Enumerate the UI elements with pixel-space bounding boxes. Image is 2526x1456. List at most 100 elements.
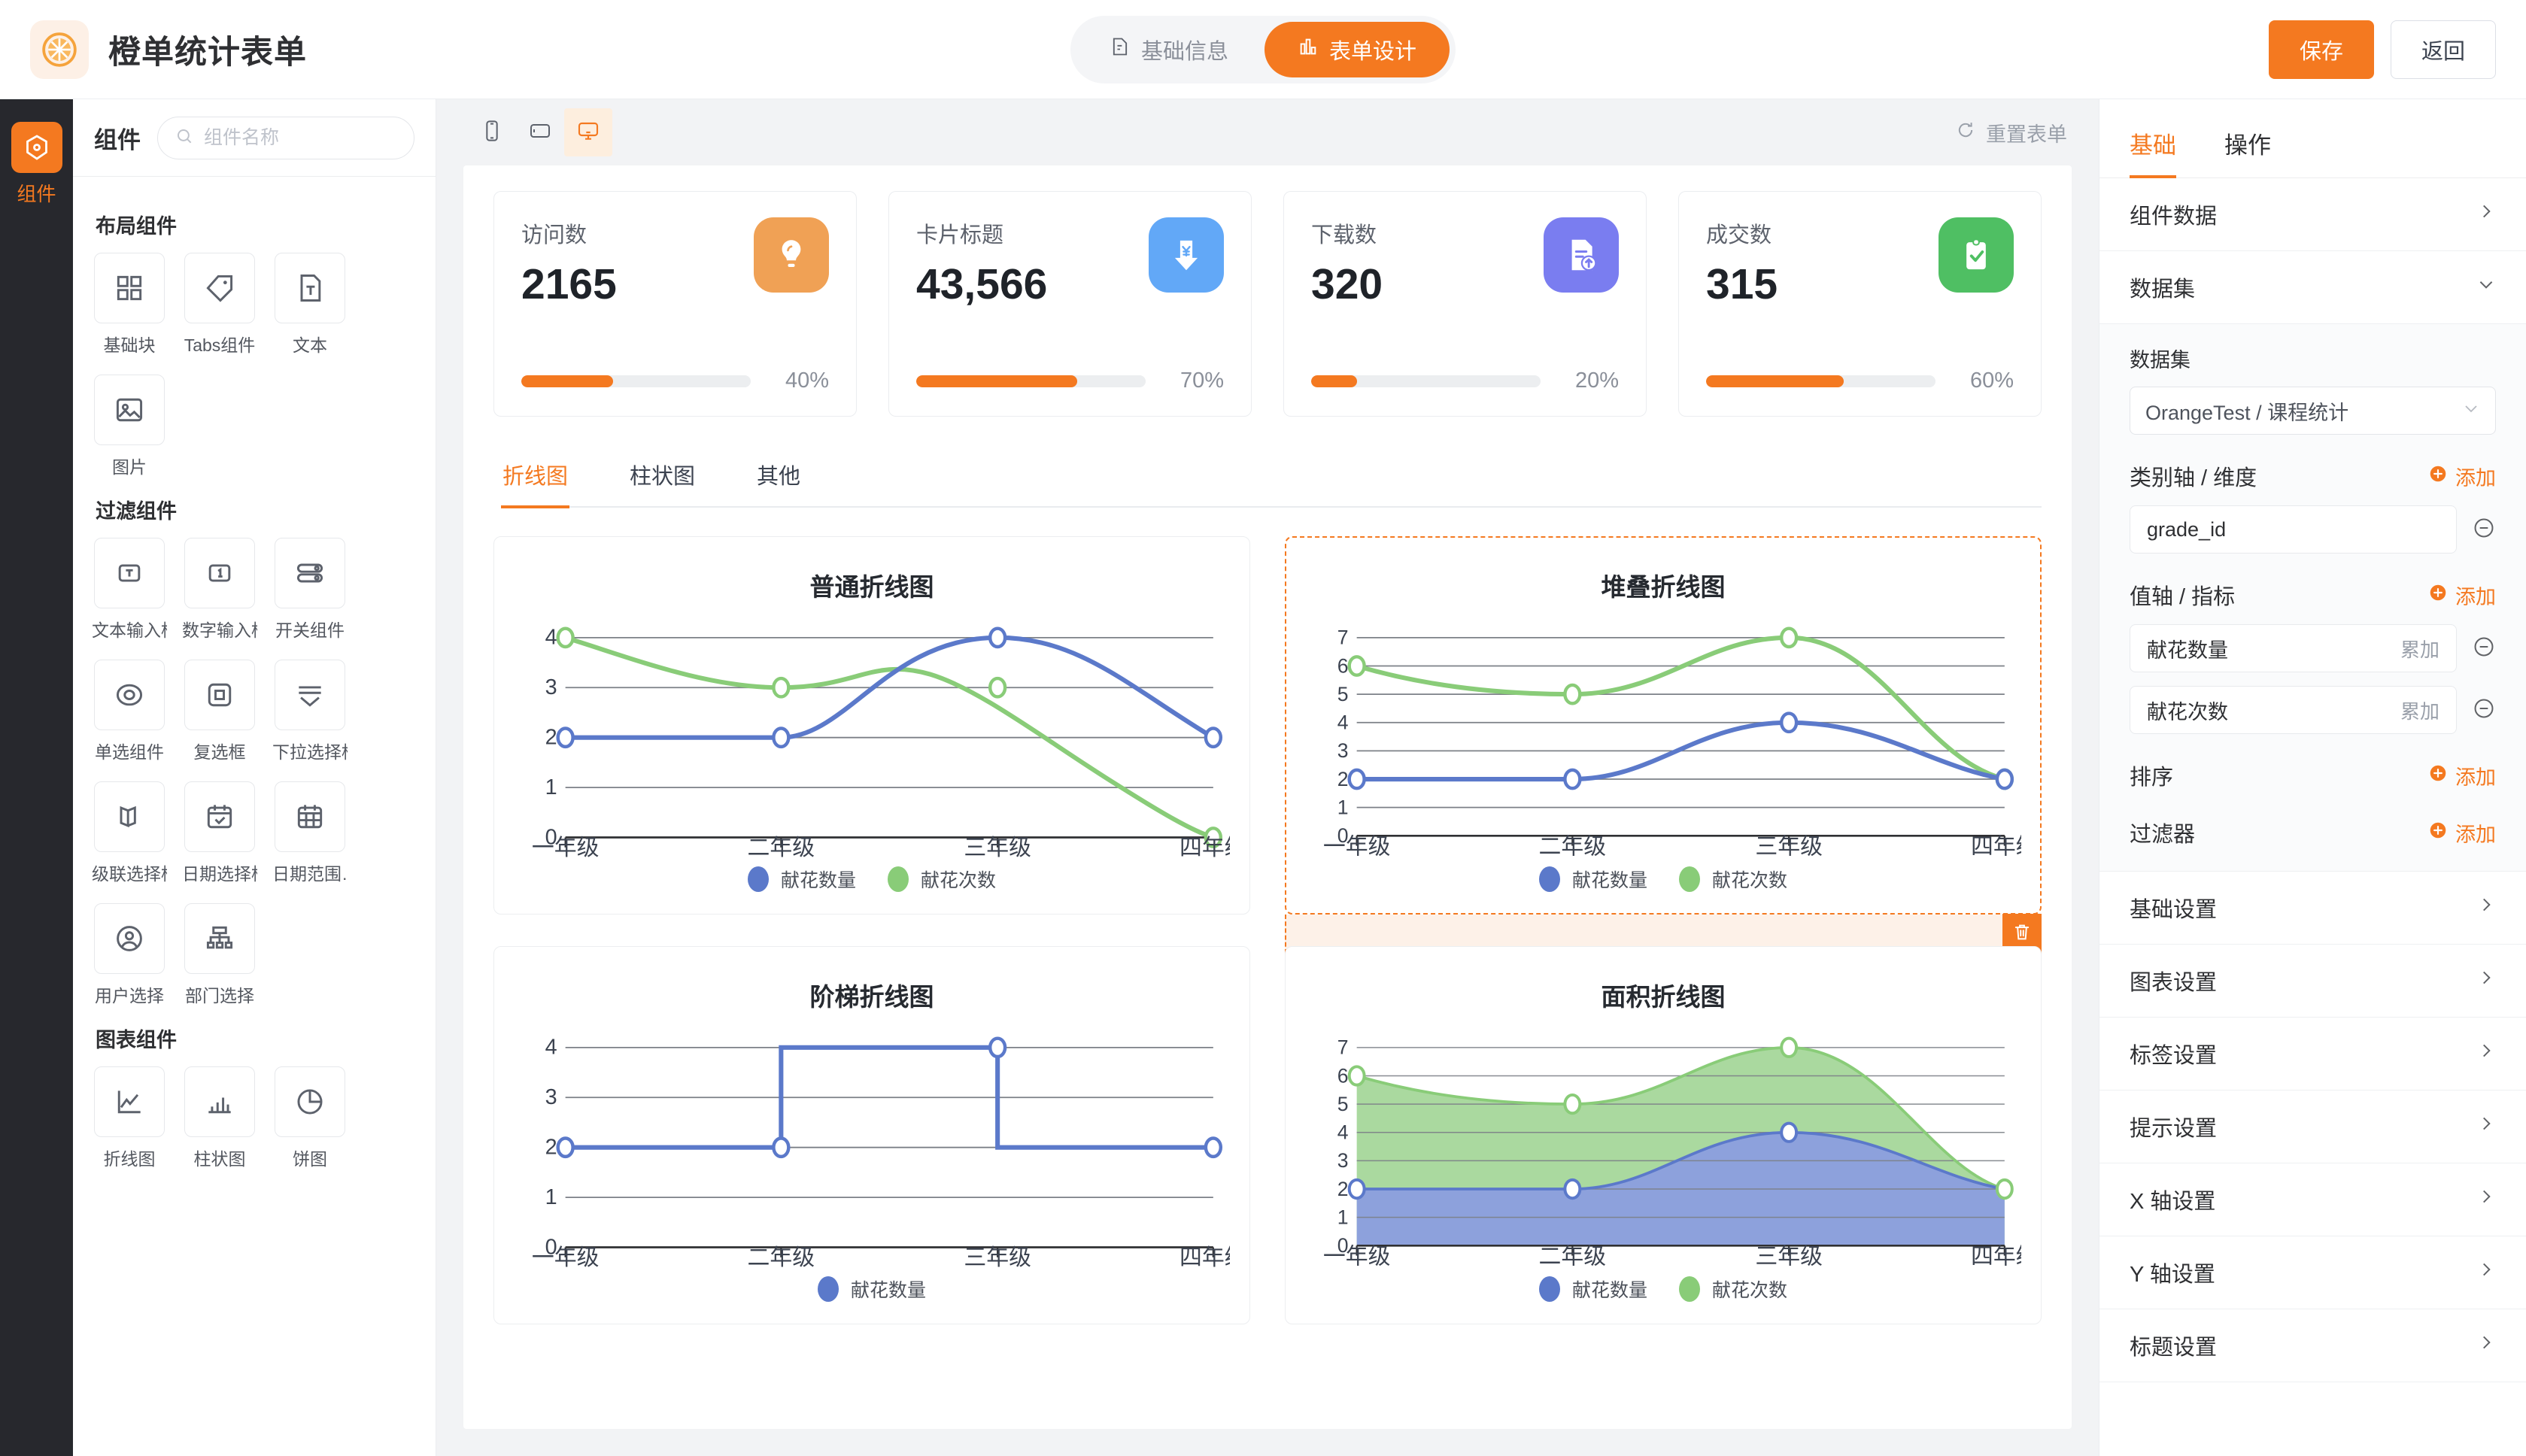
legend-item[interactable]: 献花次数 bbox=[1679, 1276, 1787, 1303]
progress-fill bbox=[1311, 375, 1357, 387]
legend-item[interactable]: 献花次数 bbox=[1679, 866, 1787, 893]
svg-text:二年级: 二年级 bbox=[748, 1245, 815, 1267]
device-mobile-button[interactable] bbox=[468, 108, 516, 156]
component-bar-chart[interactable]: 柱状图 bbox=[184, 1066, 255, 1170]
stat-card[interactable]: 下载数 320 20% bbox=[1283, 191, 1647, 417]
component-user-select[interactable]: 用户选择 bbox=[94, 903, 165, 1007]
properties-panel: 基础 操作 组件数据 数据集 数据集 OrangeTest / 课程统计 bbox=[2099, 99, 2526, 1456]
save-button[interactable]: 保存 bbox=[2268, 20, 2374, 79]
tab-basic[interactable]: 基础 bbox=[2130, 126, 2176, 178]
component-cascader[interactable]: 级联选择框 bbox=[92, 781, 167, 885]
tab-actions[interactable]: 操作 bbox=[2224, 132, 2271, 159]
add-label: 添加 bbox=[2455, 585, 2496, 608]
svg-text:3: 3 bbox=[1337, 739, 1349, 762]
chart-card-stacked-line[interactable]: 堆叠折线图 7 6 5 4 3 2 1 0 bbox=[1285, 536, 2042, 954]
top-bar: 橙单统计表单 基础信息 表单设计 保存 返回 bbox=[0, 0, 2526, 99]
add-filter-button[interactable]: 添加 bbox=[2428, 818, 2496, 848]
remove-field-button[interactable] bbox=[2472, 696, 2496, 724]
tab-bar-chart[interactable]: 柱状图 bbox=[630, 465, 696, 489]
progress-percent: 40% bbox=[785, 369, 829, 393]
legend-item[interactable]: 献花数量 bbox=[1538, 1276, 1647, 1303]
component-label: 折线图 bbox=[103, 1149, 156, 1169]
tab-basic-info[interactable]: 基础信息 bbox=[1076, 22, 1261, 77]
switch-icon bbox=[275, 538, 345, 608]
row-label: 标题设置 bbox=[2130, 1336, 2218, 1360]
component-date-range[interactable]: 日期范围… bbox=[272, 781, 348, 885]
row-dataset-header[interactable]: 数据集 bbox=[2099, 251, 2526, 324]
component-text[interactable]: 文本 bbox=[275, 253, 345, 356]
component-date-picker[interactable]: 日期选择框 bbox=[182, 781, 257, 885]
tag-icon bbox=[184, 253, 255, 323]
palette-title: 组件 bbox=[94, 126, 141, 153]
row-component-data[interactable]: 组件数据 bbox=[2099, 178, 2526, 251]
legend-item[interactable]: 献花次数 bbox=[888, 866, 996, 893]
device-tablet-button[interactable] bbox=[516, 108, 564, 156]
rail-item-components[interactable]: 组件 bbox=[11, 122, 62, 207]
component-text-input[interactable]: 文本输入框 bbox=[92, 538, 167, 642]
row-chart-settings[interactable]: 图表设置 bbox=[2099, 945, 2526, 1018]
stat-card-title: 卡片标题 bbox=[916, 223, 1004, 247]
bar-chart-icon bbox=[1298, 36, 1319, 63]
component-basic-block[interactable]: 基础块 bbox=[94, 253, 165, 356]
remove-field-button[interactable] bbox=[2472, 516, 2496, 544]
row-basic-settings[interactable]: 基础设置 bbox=[2099, 872, 2526, 945]
reset-form-button[interactable]: 重置表单 bbox=[1955, 118, 2067, 147]
form-canvas[interactable]: 访问数 2165 40% bbox=[463, 165, 2072, 1429]
field-aggregation: 累加 bbox=[2400, 638, 2439, 661]
tab-line-chart[interactable]: 折线图 bbox=[501, 445, 570, 508]
row-label: 数据集 bbox=[2130, 278, 2196, 302]
stat-card[interactable]: 卡片标题 43,566 70% bbox=[888, 191, 1252, 417]
row-y-axis-settings[interactable]: Y 轴设置 bbox=[2099, 1236, 2526, 1309]
dataset-select[interactable]: OrangeTest / 课程统计 bbox=[2130, 387, 2496, 435]
component-switch[interactable]: 开关组件 bbox=[275, 538, 345, 642]
row-x-axis-settings[interactable]: X 轴设置 bbox=[2099, 1163, 2526, 1236]
component-tabs[interactable]: Tabs组件 bbox=[184, 253, 255, 356]
add-sort-button[interactable]: 添加 bbox=[2428, 761, 2496, 790]
device-desktop-button[interactable] bbox=[564, 108, 612, 156]
desktop-icon bbox=[576, 119, 600, 147]
tab-form-design[interactable]: 表单设计 bbox=[1265, 21, 1450, 77]
component-number-input[interactable]: 数字输入框 bbox=[182, 538, 257, 642]
component-radio[interactable]: 单选组件 bbox=[94, 660, 165, 763]
orange-slice-icon bbox=[30, 20, 89, 79]
chart-card-area[interactable]: 面积折线图 7 6 5 4 3 2 1 0 bbox=[1285, 946, 2042, 1325]
chart-card-step-line[interactable]: 阶梯折线图 4 3 2 1 0 bbox=[493, 946, 1250, 1325]
dataset-select-value: OrangeTest / 课程统计 bbox=[2145, 401, 2349, 424]
chart-tab-bar: 折线图 柱状图 其他 bbox=[501, 445, 2042, 508]
component-pie-chart[interactable]: 饼图 bbox=[275, 1066, 345, 1170]
row-label: X 轴设置 bbox=[2130, 1190, 2216, 1214]
category-axis-field[interactable]: grade_id bbox=[2130, 505, 2457, 554]
remove-field-button[interactable] bbox=[2472, 635, 2496, 663]
value-axis-field[interactable]: 献花次数 累加 bbox=[2130, 686, 2457, 734]
component-image[interactable]: 图片 bbox=[94, 375, 165, 478]
legend-item[interactable]: 献花数量 bbox=[747, 866, 856, 893]
chart-legend: 献花数量 献花次数 bbox=[514, 866, 1230, 900]
value-axis-field[interactable]: 献花数量 累加 bbox=[2130, 624, 2457, 672]
stat-card[interactable]: 访问数 2165 40% bbox=[493, 191, 857, 417]
component-label: 级联选择框 bbox=[92, 864, 167, 884]
component-line-chart[interactable]: 折线图 bbox=[94, 1066, 165, 1170]
search-input[interactable] bbox=[204, 126, 397, 149]
back-button[interactable]: 返回 bbox=[2390, 20, 2496, 79]
add-value-axis-button[interactable]: 添加 bbox=[2428, 581, 2496, 610]
chart-plot-line: 4 3 2 1 0 bbox=[532, 626, 1247, 860]
tab-other[interactable]: 其他 bbox=[757, 465, 801, 489]
component-dept-select[interactable]: 部门选择 bbox=[184, 903, 255, 1007]
chart-legend: 献花数量 bbox=[514, 1276, 1230, 1310]
legend-item[interactable]: 献花数量 bbox=[1538, 866, 1647, 893]
legend-item[interactable]: 献花数量 bbox=[817, 1276, 926, 1303]
lightbulb-icon bbox=[754, 217, 829, 293]
row-label-settings[interactable]: 标签设置 bbox=[2099, 1018, 2526, 1090]
add-category-axis-button[interactable]: 添加 bbox=[2428, 462, 2496, 491]
chart-card-line[interactable]: 普通折线图 4 3 2 1 0 bbox=[493, 536, 1250, 915]
component-dropdown[interactable]: 下拉选择框 bbox=[272, 660, 348, 763]
search-box[interactable] bbox=[157, 116, 414, 159]
number-input-icon bbox=[184, 538, 255, 608]
stat-card[interactable]: 成交数 315 60% bbox=[1678, 191, 2042, 417]
row-tooltip-settings[interactable]: 提示设置 bbox=[2099, 1090, 2526, 1163]
component-checkbox[interactable]: 复选框 bbox=[184, 660, 255, 763]
row-title-settings[interactable]: 标题设置 bbox=[2099, 1309, 2526, 1382]
chart-component-grid: 折线图 柱状图 饼图 bbox=[94, 1066, 414, 1170]
svg-text:2: 2 bbox=[545, 726, 557, 750]
